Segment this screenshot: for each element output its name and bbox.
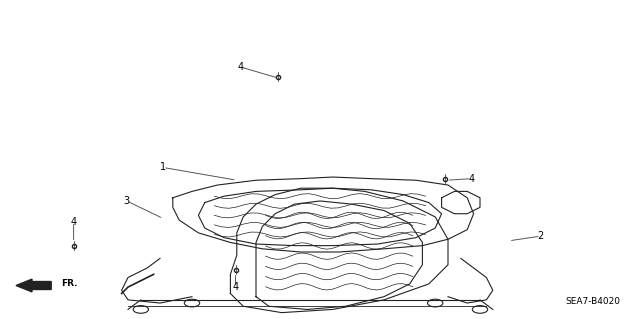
Text: 1: 1 bbox=[160, 162, 166, 173]
Text: 2: 2 bbox=[538, 231, 544, 241]
Text: SEA7-B4020: SEA7-B4020 bbox=[566, 297, 621, 306]
Text: 3: 3 bbox=[124, 196, 130, 206]
Text: 4: 4 bbox=[237, 62, 244, 72]
FancyArrow shape bbox=[16, 279, 51, 292]
Text: 4: 4 bbox=[468, 174, 475, 184]
Text: FR.: FR. bbox=[61, 279, 77, 288]
Text: 4: 4 bbox=[232, 282, 239, 292]
Text: 4: 4 bbox=[70, 217, 77, 227]
